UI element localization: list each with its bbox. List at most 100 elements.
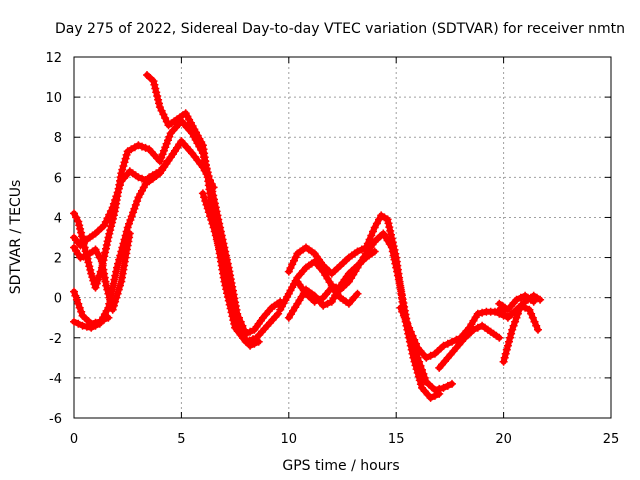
data-point [72,213,81,222]
data-point [87,319,96,328]
data-point [415,376,424,385]
data-point [105,293,114,302]
series-track-4 [70,229,134,314]
data-point [105,210,114,219]
data-point [469,325,478,334]
data-point [365,235,374,244]
data-point [201,197,210,205]
data-point [416,380,425,389]
data-point [499,357,508,366]
data-point [210,199,219,208]
data-point [530,317,539,326]
y-tick-label: 4 [54,211,62,226]
data-point [152,88,161,97]
data-point [95,317,104,326]
data-point [116,281,124,290]
data-point [157,106,166,115]
data-point [88,273,97,282]
y-tick-label: 12 [45,51,62,66]
data-point [222,271,231,280]
data-point [375,215,383,224]
data-point [323,299,332,308]
data-point [103,285,112,294]
data-point [159,146,168,155]
data-point [133,197,142,206]
data-point [206,212,214,221]
series-track-16 [499,301,542,366]
data-point [224,283,233,292]
data-point [93,249,102,258]
data-point [507,329,516,338]
data-point [419,369,428,378]
data-point [389,251,398,260]
data-point [154,95,163,104]
y-axis-label: SDTVAR / TECUs [8,180,24,295]
data-point [111,196,120,204]
data-point [102,281,111,290]
data-point [452,335,461,344]
data-point [512,313,521,322]
series-track-5 [70,287,113,328]
data-point [203,204,212,213]
data-point [129,208,138,217]
data-point [246,327,255,336]
data-point [401,315,410,324]
data-point [410,335,419,344]
data-point [473,309,482,318]
data-point [112,267,121,276]
data-point [111,271,120,280]
data-point [230,307,239,316]
x-tick-label: 25 [603,432,620,447]
data-point [161,114,170,122]
data-point [138,174,146,183]
data-point [319,301,328,310]
data-point [78,321,87,330]
data-point [399,311,408,320]
data-point [413,353,422,362]
data-point [114,184,123,193]
data-point [246,341,255,350]
data-point [225,287,234,296]
x-tick-label: 0 [70,432,78,447]
data-point [113,289,122,298]
data-point [448,337,456,346]
data-point [130,204,139,213]
data-point [228,299,237,308]
data-point [534,325,542,334]
data-point [141,143,150,152]
data-point [357,245,366,254]
series-track-1 [70,117,192,292]
data-point [214,215,223,224]
data-point [385,223,394,232]
data-point [430,385,439,394]
data-point [202,164,211,173]
data-point [383,215,392,224]
data-point [134,141,143,150]
data-point [443,339,452,348]
data-point [227,295,236,304]
data-point [500,353,509,362]
data-point [108,305,117,314]
data-point [200,156,209,165]
data-point [204,172,213,180]
x-axis-label: GPS time / hours [282,458,399,474]
data-point [212,235,221,244]
data-point [78,232,86,241]
data-point [408,331,417,340]
data-point [207,183,216,192]
data-point [435,384,444,393]
data-point [416,361,425,370]
data-point [102,244,110,253]
x-tick-label: 10 [281,432,298,447]
data-point [236,326,245,334]
data-point [536,295,545,304]
data-point [448,379,456,388]
data-point [116,181,124,190]
data-point [310,297,319,306]
data-point [502,345,511,354]
data-point [110,275,119,284]
data-point [473,323,482,332]
data-point [233,318,242,327]
data-point [100,315,109,324]
data-point [119,162,128,170]
